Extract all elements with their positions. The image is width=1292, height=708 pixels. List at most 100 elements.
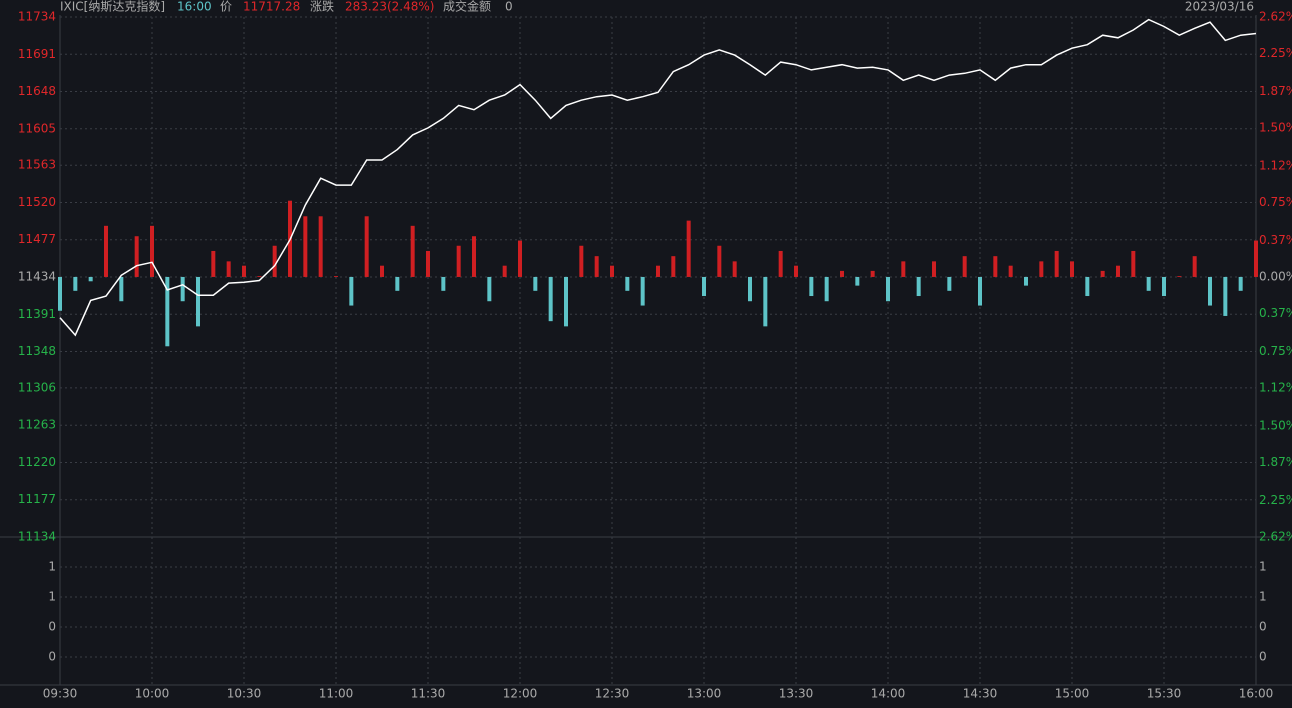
x-tick-label: 12:00 [503, 687, 538, 701]
strength-bar [1131, 250, 1136, 277]
volume-label-right: 1 [1259, 560, 1267, 574]
symbol: IXIC[纳斯达克指数] [60, 0, 165, 14]
y2-tick-label: 1.12% [1259, 381, 1292, 395]
strength-bar [165, 276, 170, 347]
x-tick-label: 10:00 [135, 687, 170, 701]
y2-tick-label: 2.62% [1259, 10, 1292, 24]
y-tick-label: 11520 [18, 195, 56, 209]
strength-bar [180, 276, 185, 302]
strength-bar [978, 276, 982, 306]
y2-tick-label: 1.87% [1259, 84, 1292, 98]
strength-bar [441, 276, 446, 291]
strength-bar [456, 245, 461, 277]
y2-tick-label: 0.37% [1259, 306, 1292, 320]
amount: 0 [505, 0, 513, 14]
strength-bar [426, 250, 430, 277]
strength-bar [579, 245, 584, 277]
strength-bar [962, 256, 967, 277]
x-tick-label: 14:30 [963, 687, 998, 701]
strength-bar [472, 236, 476, 277]
strength-bar [686, 220, 691, 277]
strength-bar [702, 276, 706, 297]
strength-bar [518, 240, 522, 277]
x-tick-label: 13:30 [779, 687, 814, 701]
strength-bar [226, 261, 231, 277]
strength-bar [318, 216, 323, 277]
strength-bar [104, 225, 108, 277]
strength-bar [564, 276, 568, 327]
strength-bar [886, 276, 890, 302]
y-tick-label: 11391 [18, 307, 56, 321]
strength-bar [625, 276, 630, 291]
strength-bar [824, 276, 829, 302]
y2-tick-label: 2.25% [1259, 493, 1292, 507]
strength-bar [640, 276, 645, 306]
volume-label-right: 0 [1259, 650, 1267, 664]
strength-bar [763, 276, 768, 327]
strength-bar [916, 276, 921, 297]
strength-bar [364, 216, 369, 277]
strength-bar [1024, 276, 1028, 286]
strength-bar [242, 265, 246, 277]
price-line [59, 18, 1257, 337]
strength-bar [196, 276, 200, 327]
x-tick-label: 11:30 [411, 687, 446, 701]
volume-label-left: 0 [48, 620, 56, 634]
strength-bar [1238, 276, 1243, 291]
strength-bar [334, 276, 338, 277]
strength-bar [732, 261, 737, 277]
strength-bar [1192, 256, 1197, 277]
strength-bar [794, 265, 798, 277]
strength-bar [1223, 276, 1228, 316]
y-tick-label: 11563 [18, 158, 56, 172]
amount-label: 成交金额 [443, 0, 491, 14]
strength-bar [272, 245, 277, 277]
price-label: 价 [220, 0, 232, 14]
strength-bar [656, 265, 660, 277]
x-tick-label: 15:00 [1055, 687, 1090, 701]
x-tick-label: 15:30 [1147, 687, 1182, 701]
strength-bar [932, 261, 936, 277]
strength-bar [1085, 276, 1090, 297]
strength-bar [150, 225, 154, 277]
strength-bar [1116, 265, 1120, 277]
y2-tick-label: 1.50% [1259, 418, 1292, 432]
strength-bar [88, 276, 93, 282]
strength-bar [1254, 240, 1258, 277]
strength-bar [809, 276, 814, 297]
strength-bar [303, 216, 308, 277]
strength-bar [1177, 276, 1182, 277]
y2-tick-label: 0.00% [1259, 270, 1292, 284]
strength-bar [1208, 276, 1212, 306]
volume-label-left: 1 [48, 590, 56, 604]
strength-bar [257, 276, 262, 277]
strength-bar [594, 256, 599, 277]
y-tick-label: 11691 [18, 47, 56, 61]
change-label: 涨跌 [310, 0, 334, 14]
x-tick-label: 10:30 [227, 687, 262, 701]
strength-bar [778, 250, 783, 277]
strength-bar [1162, 276, 1166, 297]
strength-bar [487, 276, 492, 302]
strength-bar [1100, 270, 1105, 277]
strength-bar [840, 270, 844, 277]
time: 16:00 [177, 0, 212, 14]
y2-tick-label: 2.25% [1259, 46, 1292, 60]
strength-bar [395, 276, 400, 291]
strength-bar [1008, 265, 1013, 277]
strength-bar [717, 245, 722, 277]
x-tick-label: 11:00 [319, 687, 354, 701]
strength-bar [1146, 276, 1151, 291]
strength-bar [548, 276, 553, 322]
y-tick-label: 11734 [18, 10, 56, 24]
y-tick-label: 11477 [18, 232, 56, 246]
strength-bar [533, 276, 538, 291]
strength-bar [901, 261, 906, 277]
x-tick-label: 16:00 [1239, 687, 1274, 701]
strength-bar [993, 256, 998, 277]
y-tick-label: 11348 [18, 344, 56, 358]
strength-bar [855, 276, 860, 286]
y-tick-label: 11648 [18, 84, 56, 98]
